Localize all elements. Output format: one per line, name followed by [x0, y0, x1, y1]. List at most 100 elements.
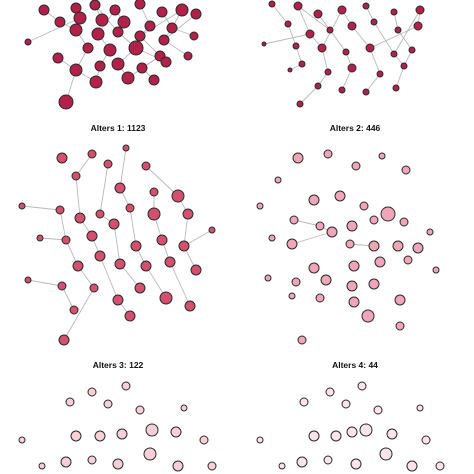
- network-node: [140, 260, 152, 272]
- network-node: [345, 239, 355, 249]
- network-node: [172, 460, 184, 472]
- network-node: [73, 11, 87, 25]
- network-edge: [299, 85, 319, 105]
- network-panel-alters-3: [18, 144, 216, 346]
- network-node: [166, 22, 178, 34]
- network-node: [82, 42, 94, 54]
- network-node: [135, 405, 145, 415]
- network-edge: [98, 163, 109, 215]
- network-node: [56, 152, 68, 164]
- network-node: [342, 48, 350, 56]
- network-node: [121, 381, 131, 391]
- network-node: [121, 71, 135, 85]
- network-node: [324, 68, 332, 76]
- network-node: [164, 256, 176, 268]
- network-edge: [351, 25, 371, 49]
- network-node: [292, 42, 300, 50]
- network-node: [149, 187, 159, 197]
- network-node: [347, 63, 357, 73]
- network-node: [69, 305, 79, 315]
- network-node: [103, 399, 113, 409]
- network-panel-5: [18, 381, 217, 472]
- network-node: [170, 426, 182, 438]
- network-edge: [145, 165, 179, 197]
- network-edge: [397, 29, 413, 51]
- network-node: [94, 250, 106, 262]
- network-node: [112, 294, 124, 306]
- network-edge: [118, 147, 127, 189]
- panel-label-alters-2: Alters 2: 446: [330, 123, 381, 133]
- network-node: [399, 217, 409, 227]
- network-node: [308, 194, 320, 206]
- network-node: [368, 278, 380, 290]
- network-node: [400, 62, 408, 70]
- network-node: [122, 144, 130, 152]
- network-node: [380, 206, 396, 222]
- network-node: [71, 171, 81, 181]
- network-node: [315, 293, 325, 303]
- network-edge: [75, 153, 93, 177]
- network-edge: [21, 205, 61, 212]
- network-node: [408, 46, 416, 54]
- network-node: [432, 266, 440, 274]
- network-node: [72, 260, 84, 272]
- network-node: [136, 62, 148, 74]
- network-node: [256, 202, 264, 210]
- network-node: [323, 455, 333, 465]
- network-node: [180, 404, 188, 412]
- network-edge: [27, 17, 81, 43]
- network-node: [57, 281, 67, 291]
- network-node: [359, 423, 373, 437]
- network-node: [89, 0, 101, 11]
- network-edge: [113, 223, 122, 265]
- network-node: [298, 60, 306, 68]
- network-node: [38, 4, 50, 16]
- network-node: [326, 26, 334, 34]
- network-node: [141, 161, 151, 171]
- network-node: [178, 240, 190, 252]
- network-node: [95, 13, 109, 27]
- network-node: [317, 43, 327, 53]
- network-node: [124, 310, 136, 322]
- network-node: [69, 63, 83, 77]
- network-node: [65, 397, 75, 407]
- network-node: [401, 165, 411, 175]
- network-node: [347, 21, 357, 31]
- network-node: [74, 212, 86, 224]
- network-node: [189, 31, 199, 41]
- network-node: [70, 2, 82, 14]
- network-node: [159, 291, 173, 305]
- network-node: [58, 334, 70, 346]
- network-node: [293, 1, 303, 11]
- network-node: [374, 256, 386, 268]
- network-node: [24, 38, 32, 46]
- network-node: [61, 235, 71, 245]
- network-node: [350, 458, 362, 470]
- network-node: [268, 234, 276, 242]
- network-node: [379, 447, 393, 461]
- panel-label-alters-3: Alters 3: 122: [93, 360, 144, 370]
- network-node: [87, 149, 97, 159]
- network-node: [359, 201, 369, 211]
- network-edge: [369, 25, 419, 49]
- network-node: [114, 258, 126, 270]
- network-node: [289, 215, 299, 225]
- network-edge: [129, 207, 138, 247]
- network-node: [109, 4, 121, 16]
- network-node: [58, 94, 74, 110]
- network-node: [308, 430, 320, 442]
- network-node: [357, 381, 367, 391]
- network-node: [308, 262, 320, 274]
- network-edge: [329, 29, 347, 53]
- network-node: [351, 161, 361, 171]
- network-node: [190, 264, 202, 276]
- network-node: [158, 34, 170, 46]
- network-node: [199, 435, 209, 445]
- network-edge: [395, 65, 405, 89]
- network-node: [18, 202, 26, 210]
- network-node: [415, 5, 425, 15]
- network-node: [292, 152, 304, 164]
- network-node: [143, 447, 157, 461]
- network-node: [392, 240, 404, 252]
- network-node: [256, 436, 264, 444]
